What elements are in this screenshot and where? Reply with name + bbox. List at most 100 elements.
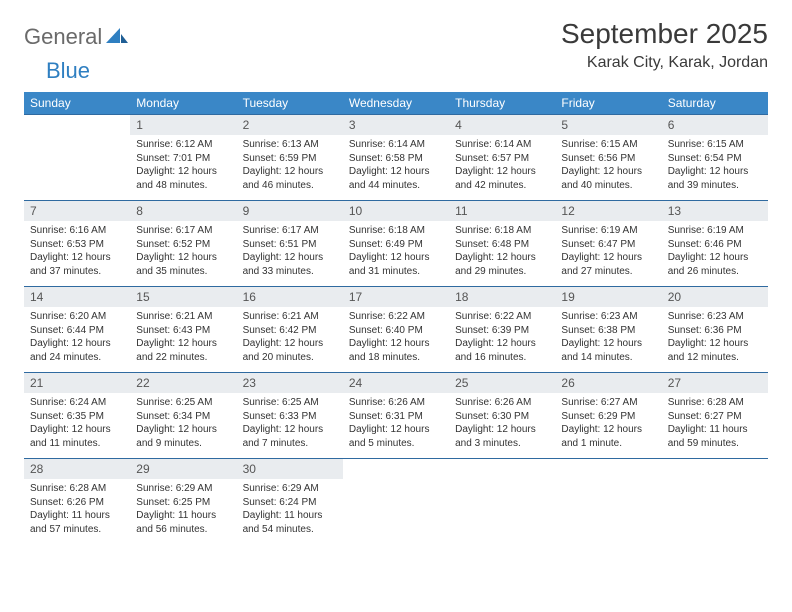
day-cell <box>449 459 555 545</box>
day-body: Sunrise: 6:23 AMSunset: 6:38 PMDaylight:… <box>555 307 661 372</box>
day-body: Sunrise: 6:17 AMSunset: 6:51 PMDaylight:… <box>237 221 343 286</box>
sunset-text: Sunset: 7:01 PM <box>136 152 230 166</box>
daylight-text: Daylight: 12 hours and 1 minute. <box>561 423 655 450</box>
sunrise-text: Sunrise: 6:14 AM <box>349 138 443 152</box>
day-cell: 22Sunrise: 6:25 AMSunset: 6:34 PMDayligh… <box>130 373 236 459</box>
day-cell: 11Sunrise: 6:18 AMSunset: 6:48 PMDayligh… <box>449 201 555 287</box>
sunrise-text: Sunrise: 6:25 AM <box>243 396 337 410</box>
sunrise-text: Sunrise: 6:17 AM <box>136 224 230 238</box>
sunset-text: Sunset: 6:25 PM <box>136 496 230 510</box>
sunset-text: Sunset: 6:30 PM <box>455 410 549 424</box>
day-cell: 15Sunrise: 6:21 AMSunset: 6:43 PMDayligh… <box>130 287 236 373</box>
daylight-text: Daylight: 12 hours and 29 minutes. <box>455 251 549 278</box>
title-block: September 2025 Karak City, Karak, Jordan <box>561 18 768 72</box>
sunset-text: Sunset: 6:40 PM <box>349 324 443 338</box>
daylight-text: Daylight: 12 hours and 18 minutes. <box>349 337 443 364</box>
sunset-text: Sunset: 6:52 PM <box>136 238 230 252</box>
dow-sunday: Sunday <box>24 92 130 115</box>
day-number: 8 <box>130 201 236 221</box>
sunrise-text: Sunrise: 6:23 AM <box>561 310 655 324</box>
sunrise-text: Sunrise: 6:21 AM <box>136 310 230 324</box>
day-cell: 25Sunrise: 6:26 AMSunset: 6:30 PMDayligh… <box>449 373 555 459</box>
calendar-body: 1Sunrise: 6:12 AMSunset: 7:01 PMDaylight… <box>24 115 768 545</box>
day-body: Sunrise: 6:29 AMSunset: 6:24 PMDaylight:… <box>237 479 343 544</box>
day-number <box>343 459 449 479</box>
day-number: 5 <box>555 115 661 135</box>
day-body: Sunrise: 6:14 AMSunset: 6:57 PMDaylight:… <box>449 135 555 200</box>
day-body <box>555 479 661 541</box>
day-number <box>662 459 768 479</box>
day-cell: 10Sunrise: 6:18 AMSunset: 6:49 PMDayligh… <box>343 201 449 287</box>
daylight-text: Daylight: 11 hours and 59 minutes. <box>668 423 762 450</box>
sunrise-text: Sunrise: 6:18 AM <box>349 224 443 238</box>
sunrise-text: Sunrise: 6:28 AM <box>30 482 124 496</box>
daylight-text: Daylight: 12 hours and 46 minutes. <box>243 165 337 192</box>
day-body: Sunrise: 6:22 AMSunset: 6:39 PMDaylight:… <box>449 307 555 372</box>
sunset-text: Sunset: 6:56 PM <box>561 152 655 166</box>
day-cell: 29Sunrise: 6:29 AMSunset: 6:25 PMDayligh… <box>130 459 236 545</box>
day-cell: 30Sunrise: 6:29 AMSunset: 6:24 PMDayligh… <box>237 459 343 545</box>
daylight-text: Daylight: 12 hours and 40 minutes. <box>561 165 655 192</box>
day-body: Sunrise: 6:15 AMSunset: 6:56 PMDaylight:… <box>555 135 661 200</box>
sunset-text: Sunset: 6:35 PM <box>30 410 124 424</box>
day-number: 10 <box>343 201 449 221</box>
day-cell: 5Sunrise: 6:15 AMSunset: 6:56 PMDaylight… <box>555 115 661 201</box>
daylight-text: Daylight: 12 hours and 3 minutes. <box>455 423 549 450</box>
day-number <box>24 115 130 135</box>
daylight-text: Daylight: 12 hours and 33 minutes. <box>243 251 337 278</box>
day-cell: 26Sunrise: 6:27 AMSunset: 6:29 PMDayligh… <box>555 373 661 459</box>
sunrise-text: Sunrise: 6:22 AM <box>349 310 443 324</box>
sunset-text: Sunset: 6:51 PM <box>243 238 337 252</box>
sunrise-text: Sunrise: 6:19 AM <box>561 224 655 238</box>
sunrise-text: Sunrise: 6:17 AM <box>243 224 337 238</box>
day-number: 19 <box>555 287 661 307</box>
sunset-text: Sunset: 6:54 PM <box>668 152 762 166</box>
sunset-text: Sunset: 6:34 PM <box>136 410 230 424</box>
day-number: 27 <box>662 373 768 393</box>
daylight-text: Daylight: 12 hours and 22 minutes. <box>136 337 230 364</box>
dow-wednesday: Wednesday <box>343 92 449 115</box>
daylight-text: Daylight: 12 hours and 20 minutes. <box>243 337 337 364</box>
day-body <box>449 479 555 541</box>
day-body: Sunrise: 6:14 AMSunset: 6:58 PMDaylight:… <box>343 135 449 200</box>
logo-text-blue: Blue <box>46 58 90 84</box>
day-number: 25 <box>449 373 555 393</box>
day-number: 28 <box>24 459 130 479</box>
sunrise-text: Sunrise: 6:19 AM <box>668 224 762 238</box>
day-cell: 28Sunrise: 6:28 AMSunset: 6:26 PMDayligh… <box>24 459 130 545</box>
daylight-text: Daylight: 12 hours and 16 minutes. <box>455 337 549 364</box>
week-row: 21Sunrise: 6:24 AMSunset: 6:35 PMDayligh… <box>24 373 768 459</box>
day-body: Sunrise: 6:26 AMSunset: 6:31 PMDaylight:… <box>343 393 449 458</box>
daylight-text: Daylight: 12 hours and 27 minutes. <box>561 251 655 278</box>
sunrise-text: Sunrise: 6:28 AM <box>668 396 762 410</box>
day-body: Sunrise: 6:28 AMSunset: 6:27 PMDaylight:… <box>662 393 768 458</box>
sunrise-text: Sunrise: 6:26 AM <box>349 396 443 410</box>
day-body: Sunrise: 6:25 AMSunset: 6:33 PMDaylight:… <box>237 393 343 458</box>
day-cell: 4Sunrise: 6:14 AMSunset: 6:57 PMDaylight… <box>449 115 555 201</box>
sunset-text: Sunset: 6:42 PM <box>243 324 337 338</box>
sunrise-text: Sunrise: 6:20 AM <box>30 310 124 324</box>
sunrise-text: Sunrise: 6:13 AM <box>243 138 337 152</box>
dow-monday: Monday <box>130 92 236 115</box>
location: Karak City, Karak, Jordan <box>561 54 768 72</box>
day-number: 6 <box>662 115 768 135</box>
dow-thursday: Thursday <box>449 92 555 115</box>
sunrise-text: Sunrise: 6:25 AM <box>136 396 230 410</box>
sunrise-text: Sunrise: 6:27 AM <box>561 396 655 410</box>
daylight-text: Daylight: 12 hours and 48 minutes. <box>136 165 230 192</box>
daylight-text: Daylight: 12 hours and 11 minutes. <box>30 423 124 450</box>
day-cell: 1Sunrise: 6:12 AMSunset: 7:01 PMDaylight… <box>130 115 236 201</box>
daylight-text: Daylight: 12 hours and 12 minutes. <box>668 337 762 364</box>
day-number: 30 <box>237 459 343 479</box>
day-cell <box>343 459 449 545</box>
daylight-text: Daylight: 12 hours and 5 minutes. <box>349 423 443 450</box>
day-number: 20 <box>662 287 768 307</box>
week-row: 7Sunrise: 6:16 AMSunset: 6:53 PMDaylight… <box>24 201 768 287</box>
day-body: Sunrise: 6:22 AMSunset: 6:40 PMDaylight:… <box>343 307 449 372</box>
day-number: 29 <box>130 459 236 479</box>
sunrise-text: Sunrise: 6:22 AM <box>455 310 549 324</box>
day-body: Sunrise: 6:21 AMSunset: 6:42 PMDaylight:… <box>237 307 343 372</box>
day-number: 2 <box>237 115 343 135</box>
day-number: 1 <box>130 115 236 135</box>
day-number: 7 <box>24 201 130 221</box>
